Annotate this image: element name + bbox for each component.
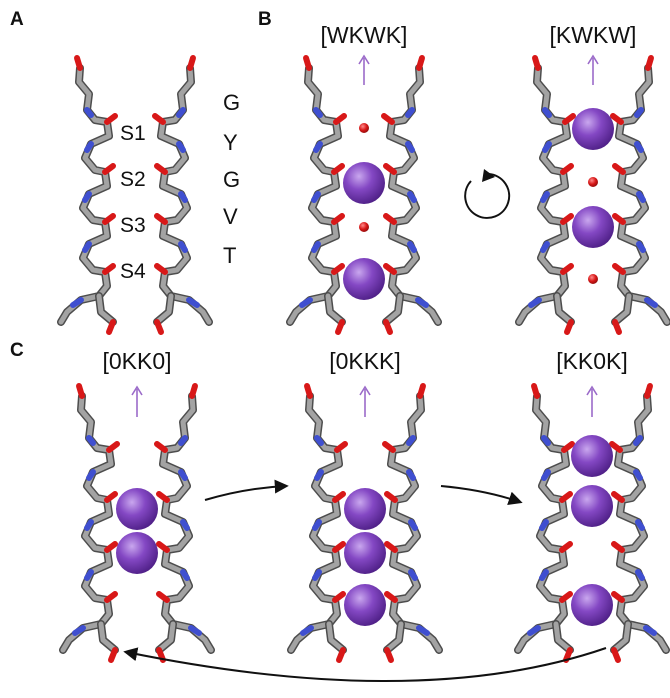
direction-arrow-c2 [359, 385, 371, 417]
direction-arrow-c1 [131, 385, 143, 417]
residue-label-g1: G [223, 90, 240, 115]
residue-label-t: T [223, 243, 236, 268]
panel-a-label: A [10, 9, 24, 30]
potassium-ion [343, 258, 385, 300]
site-label-s1: S1 [120, 122, 146, 145]
potassium-ion [572, 108, 614, 150]
potassium-ion [116, 488, 158, 530]
potassium-ion [344, 584, 386, 626]
potassium-ion [571, 435, 613, 477]
panel-a-filter [61, 58, 209, 332]
potassium-ion [571, 485, 613, 527]
panel-c-label: C [10, 340, 24, 361]
panel-b-right-filter [519, 58, 667, 332]
potassium-ion [344, 488, 386, 530]
potassium-ion [572, 206, 614, 248]
state-label-kk0k: [KK0K] [556, 348, 628, 374]
rotation-cycle-icon [464, 169, 511, 219]
direction-arrow-b-left [358, 54, 370, 85]
potassium-ion [343, 162, 385, 204]
site-label-s3: S3 [120, 214, 146, 237]
state-label-0kk0: [0KK0] [102, 348, 171, 374]
state-label-kwkw: [KWKW] [550, 22, 637, 48]
residue-label-y: Y [223, 130, 238, 155]
residue-label-g2: G [223, 167, 240, 192]
transition-arrow-c3-c1 [123, 647, 607, 683]
state-label-0kkk: [0KKK] [329, 348, 401, 374]
potassium-ion [571, 584, 613, 626]
water-molecule [359, 123, 369, 133]
water-molecule [359, 222, 369, 232]
water-molecule [588, 274, 598, 284]
water-molecule [588, 177, 598, 187]
residue-label-v: V [223, 204, 238, 229]
transition-arrow-c1-c2 [204, 479, 289, 501]
direction-arrow-b-right [587, 54, 599, 85]
site-label-s2: S2 [120, 168, 146, 191]
potassium-ion [344, 532, 386, 574]
state-label-wkwk: [WKWK] [321, 22, 408, 48]
transition-arrow-c2-c3 [440, 485, 523, 505]
direction-arrow-c3 [586, 385, 598, 417]
panel-b-label: B [258, 9, 272, 30]
potassium-ion [116, 532, 158, 574]
site-label-s4: S4 [120, 260, 146, 283]
